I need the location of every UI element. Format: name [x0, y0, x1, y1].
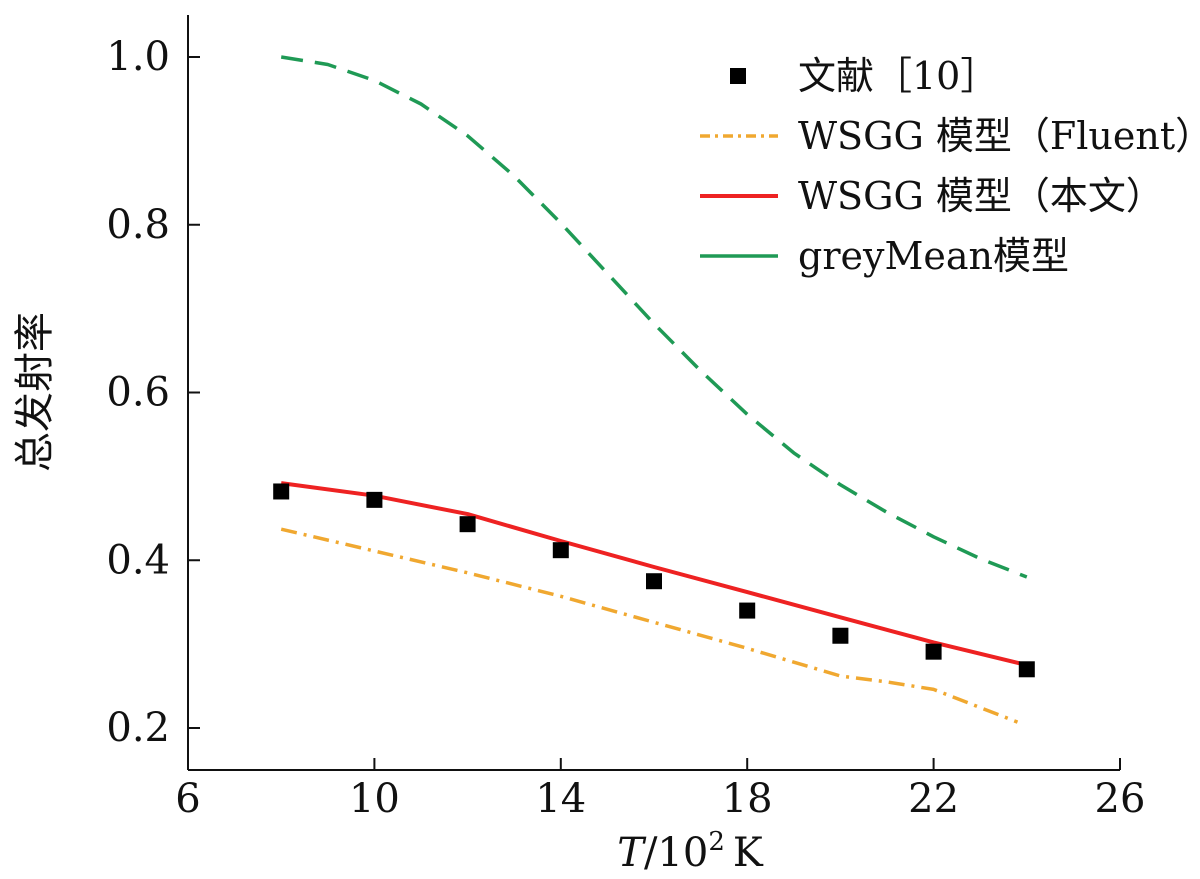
x-tick-label: 10	[349, 776, 400, 822]
legend-label: 文献［10］	[798, 54, 998, 98]
x-axis-title-unit: K	[733, 830, 764, 876]
x-axis-title-sup: 2	[708, 827, 725, 857]
legend-label: WSGG 模型（本文）	[798, 174, 1164, 218]
legend-entry: greyMean模型	[700, 234, 1069, 278]
x-axis-title: T/102 K	[617, 827, 764, 876]
data-point	[739, 602, 756, 619]
x-tick-label: 22	[908, 776, 959, 822]
x-axis-title-var: T	[617, 830, 647, 876]
series-line-2	[280, 481, 1028, 668]
series-line-3	[280, 55, 1028, 579]
data-point	[832, 627, 849, 644]
legend-label: greyMean模型	[798, 234, 1069, 278]
series-layer	[273, 55, 1035, 724]
y-axis-title: 总发射率	[12, 312, 58, 472]
data-point	[646, 573, 662, 590]
legend-entry: 文献［10］	[730, 54, 998, 98]
x-tick-label: 26	[1095, 776, 1146, 822]
y-tick-label: 0.2	[106, 705, 170, 751]
legend-entry: WSGG 模型（Fluent）	[700, 114, 1200, 158]
x-tick-label: 6	[175, 776, 200, 822]
data-point	[1018, 661, 1035, 678]
data-point	[459, 516, 476, 533]
legend-entry: WSGG 模型（本文）	[700, 174, 1164, 218]
legend: 文献［10］ WSGG 模型（Fluent） WSGG 模型（本文） greyMean…	[700, 54, 1200, 278]
x-ticks: 6 10 14 18 22 26	[175, 758, 1145, 822]
y-tick-label: 0.4	[106, 537, 170, 583]
data-point	[366, 491, 383, 508]
data-point	[925, 643, 942, 660]
x-tick-label: 14	[535, 776, 586, 822]
series-line-1	[280, 527, 1019, 724]
series-reference-markers	[273, 483, 1035, 678]
y-tick-label: 0.6	[106, 370, 170, 416]
y-ticks: 0.2 0.4 0.6 0.8 1.0	[106, 34, 200, 751]
y-tick-label: 0.8	[106, 202, 170, 248]
legend-label: WSGG 模型（Fluent）	[798, 114, 1200, 158]
x-tick-label: 18	[722, 776, 773, 822]
y-tick-label: 1.0	[106, 34, 170, 80]
x-axis-title-rest: /10	[644, 830, 708, 876]
legend-marker	[730, 68, 746, 84]
data-point	[552, 542, 569, 559]
data-point	[273, 483, 290, 500]
